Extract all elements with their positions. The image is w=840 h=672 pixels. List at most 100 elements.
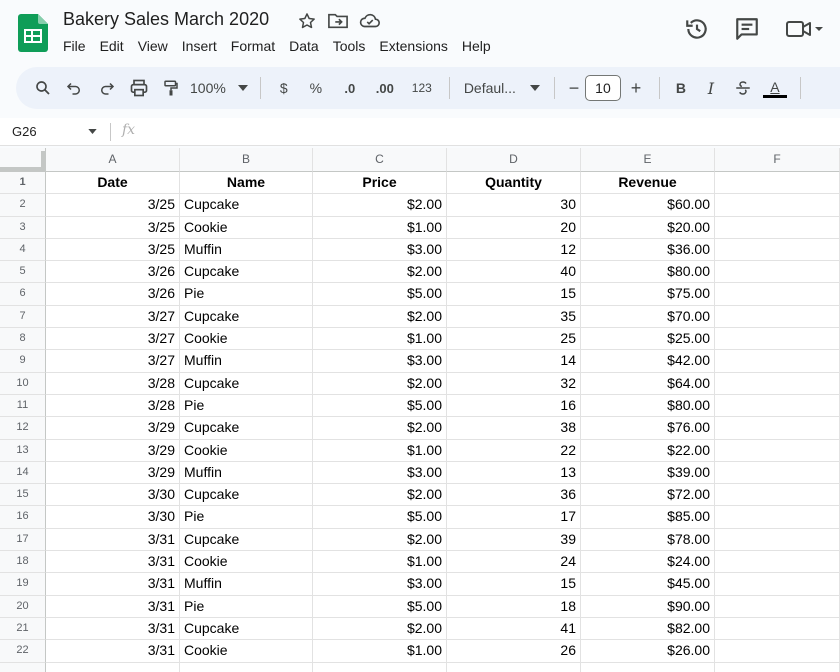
table-cell[interactable]: $2.00: [313, 194, 447, 217]
table-cell[interactable]: $85.00: [581, 506, 715, 529]
table-cell[interactable]: 3/29: [46, 439, 180, 462]
empty-cell[interactable]: [715, 528, 840, 552]
table-cell[interactable]: Cupcake: [180, 261, 313, 284]
table-cell[interactable]: Muffin: [180, 461, 313, 485]
empty-cell[interactable]: [715, 261, 840, 284]
table-cell[interactable]: 15: [447, 283, 581, 306]
table-cell[interactable]: 24: [447, 551, 581, 574]
table-cell[interactable]: Muffin: [180, 238, 313, 262]
row-number[interactable]: [0, 662, 46, 672]
row-number[interactable]: 8: [0, 328, 46, 351]
table-cell[interactable]: Cupcake: [180, 417, 313, 440]
table-cell[interactable]: $1.00: [313, 640, 447, 663]
empty-cell[interactable]: [715, 640, 840, 663]
empty-cell[interactable]: [715, 617, 840, 641]
table-cell[interactable]: $25.00: [581, 328, 715, 351]
row-number[interactable]: 10: [0, 372, 46, 395]
table-cell[interactable]: Cupcake: [180, 194, 313, 217]
table-cell[interactable]: $78.00: [581, 528, 715, 552]
search-menus-icon[interactable]: [30, 74, 56, 102]
table-cell[interactable]: 41: [447, 617, 581, 641]
row-number[interactable]: 2: [0, 194, 46, 217]
table-cell[interactable]: $90.00: [581, 595, 715, 618]
empty-cell[interactable]: [715, 439, 840, 462]
column-header-a[interactable]: A: [46, 148, 180, 172]
empty-cell[interactable]: [715, 461, 840, 485]
table-cell[interactable]: 30: [447, 194, 581, 217]
table-cell[interactable]: 3/29: [46, 461, 180, 485]
table-cell[interactable]: $3.00: [313, 238, 447, 262]
table-cell[interactable]: Cupcake: [180, 484, 313, 507]
table-cell[interactable]: Cupcake: [180, 305, 313, 329]
table-cell[interactable]: $5.00: [313, 394, 447, 418]
table-cell[interactable]: 3/28: [46, 394, 180, 418]
table-cell[interactable]: 18: [447, 595, 581, 618]
table-cell[interactable]: $80.00: [581, 261, 715, 284]
menu-tools[interactable]: Tools: [332, 38, 366, 54]
strikethrough-icon[interactable]: [728, 74, 758, 102]
empty-cell[interactable]: [715, 194, 840, 217]
table-cell[interactable]: 12: [447, 238, 581, 262]
table-cell[interactable]: Pie: [180, 506, 313, 529]
row-number[interactable]: 4: [0, 238, 46, 262]
table-cell[interactable]: Pie: [180, 595, 313, 618]
table-cell[interactable]: 40: [447, 261, 581, 284]
table-cell[interactable]: 17: [447, 506, 581, 529]
document-title[interactable]: Bakery Sales March 2020: [63, 9, 270, 29]
column-header-c[interactable]: C: [313, 148, 447, 172]
print-icon[interactable]: [122, 74, 156, 102]
move-to-folder-icon[interactable]: [327, 11, 349, 31]
table-cell[interactable]: $45.00: [581, 573, 715, 596]
empty-cell[interactable]: [715, 350, 840, 373]
table-cell[interactable]: Cookie: [180, 551, 313, 574]
row-number[interactable]: 6: [0, 283, 46, 306]
table-cell[interactable]: 3/30: [46, 484, 180, 507]
empty-cell[interactable]: [715, 238, 840, 262]
select-all-corner[interactable]: [0, 148, 46, 172]
row-number[interactable]: 16: [0, 506, 46, 529]
table-cell[interactable]: 15: [447, 573, 581, 596]
table-cell[interactable]: $26.00: [581, 640, 715, 663]
number-format-button[interactable]: 123: [411, 81, 432, 95]
header-cell[interactable]: Name: [180, 172, 313, 195]
decrease-decimal-button[interactable]: .0: [333, 74, 367, 102]
empty-cell[interactable]: [447, 662, 581, 672]
menu-insert[interactable]: Insert: [181, 38, 217, 54]
menu-file[interactable]: File: [63, 38, 86, 54]
table-cell[interactable]: $2.00: [313, 305, 447, 329]
row-number[interactable]: 20: [0, 595, 46, 618]
table-cell[interactable]: 3/31: [46, 595, 180, 618]
header-cell[interactable]: Revenue: [581, 172, 715, 195]
version-history-icon[interactable]: [684, 16, 710, 42]
table-cell[interactable]: Cookie: [180, 640, 313, 663]
table-cell[interactable]: $1.00: [313, 328, 447, 351]
table-cell[interactable]: 36: [447, 484, 581, 507]
table-cell[interactable]: 26: [447, 640, 581, 663]
empty-cell[interactable]: [581, 662, 715, 672]
table-cell[interactable]: 3/29: [46, 417, 180, 440]
table-cell[interactable]: $75.00: [581, 283, 715, 306]
table-cell[interactable]: 16: [447, 394, 581, 418]
table-cell[interactable]: $1.00: [313, 439, 447, 462]
column-header-f[interactable]: F: [715, 148, 840, 172]
table-cell[interactable]: 38: [447, 417, 581, 440]
table-cell[interactable]: Cupcake: [180, 372, 313, 395]
row-number[interactable]: 11: [0, 394, 46, 418]
chevron-down-icon[interactable]: [88, 129, 97, 134]
table-cell[interactable]: $2.00: [313, 417, 447, 440]
table-cell[interactable]: $36.00: [581, 238, 715, 262]
cloud-saved-icon[interactable]: [359, 11, 381, 31]
sheets-logo-icon[interactable]: [18, 14, 48, 52]
table-cell[interactable]: $2.00: [313, 484, 447, 507]
empty-cell[interactable]: [715, 484, 840, 507]
row-number[interactable]: 5: [0, 261, 46, 284]
empty-cell[interactable]: [715, 417, 840, 440]
empty-cell[interactable]: [715, 372, 840, 395]
row-number[interactable]: 17: [0, 528, 46, 552]
table-cell[interactable]: 3/25: [46, 194, 180, 217]
table-cell[interactable]: $64.00: [581, 372, 715, 395]
menu-format[interactable]: Format: [230, 38, 276, 54]
table-cell[interactable]: $42.00: [581, 350, 715, 373]
percent-format-button[interactable]: %: [309, 80, 323, 96]
table-cell[interactable]: Pie: [180, 394, 313, 418]
